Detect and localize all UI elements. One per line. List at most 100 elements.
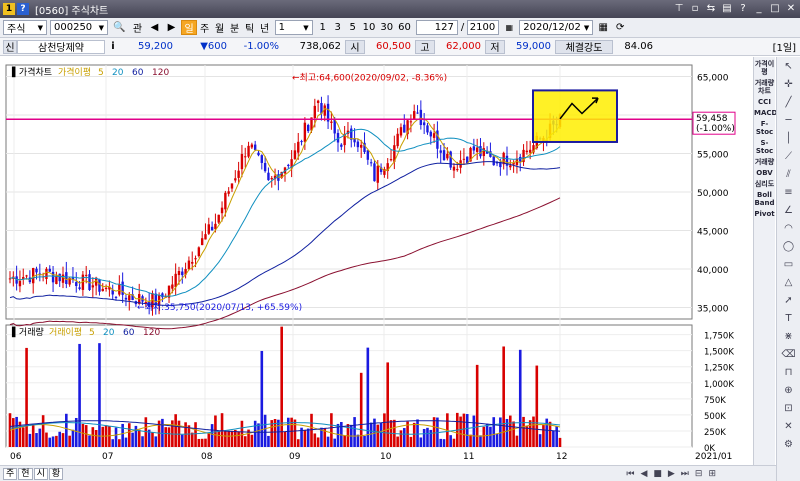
hline-icon[interactable]: ─ — [785, 115, 792, 126]
arc-icon[interactable]: ◠ — [784, 223, 793, 234]
indicator-8[interactable]: 심리도 — [754, 180, 775, 188]
fibonacci-icon[interactable]: ≡ — [784, 187, 793, 198]
period-button-4[interactable]: 틱 — [245, 24, 255, 35]
interval-select[interactable]: 1 ▼ — [274, 20, 313, 35]
crosshair-icon[interactable]: ✛ — [784, 79, 793, 90]
search-icon[interactable]: 🔍 — [113, 22, 126, 33]
interval-button-4[interactable]: 30 — [380, 22, 394, 33]
candle-body — [336, 132, 340, 143]
zoom-out-icon[interactable]: ⊟ — [694, 468, 703, 479]
indicator-2[interactable]: CCI — [758, 98, 771, 106]
period-button-1[interactable]: 주 — [200, 24, 210, 35]
period-button-0[interactable]: 일 — [181, 20, 197, 35]
trend-icon[interactable]: ⟋ — [785, 151, 792, 162]
candle-body — [466, 156, 469, 164]
calendar-icon[interactable]: ▦ — [598, 22, 608, 33]
close-icon[interactable]: ✕ — [786, 3, 796, 14]
volume-bar — [108, 426, 111, 447]
candle-body — [104, 287, 108, 290]
lock-icon[interactable]: ⊡ — [784, 403, 793, 414]
box-icon[interactable]: ▭ — [783, 259, 794, 270]
interval-button-5[interactable]: 60 — [398, 22, 411, 33]
magnet-icon[interactable]: ⊓ — [784, 367, 793, 378]
lookup-button[interactable]: ▦ — [505, 23, 514, 32]
x-tick: 08 — [201, 452, 213, 462]
zoom-icon[interactable]: ⊕ — [784, 385, 793, 396]
menu-icon[interactable]: ? — [740, 3, 746, 14]
erase-icon[interactable]: ⌫ — [781, 349, 796, 360]
indicator-7[interactable]: OBV — [756, 169, 773, 177]
scroll-first-icon[interactable]: ⏮ — [626, 468, 635, 479]
gann-icon[interactable]: ⋇ — [784, 331, 793, 342]
angle-icon[interactable]: ∠ — [784, 205, 793, 216]
settings-icon[interactable]: ⚙ — [784, 439, 793, 450]
interval-button-2[interactable]: 5 — [349, 22, 356, 33]
print-icon[interactable]: ▤ — [722, 3, 732, 14]
minimize-icon[interactable]: _ — [756, 3, 762, 14]
indicator-9[interactable]: Boll Band — [754, 191, 775, 207]
indicator-5[interactable]: S-Stoc — [755, 139, 774, 155]
indicator-3[interactable]: MACD — [754, 109, 778, 117]
cycle-icon[interactable]: ◯ — [782, 241, 795, 252]
refresh-icon[interactable]: ⟳ — [616, 22, 625, 33]
code-input[interactable]: 000250 ▼ — [50, 20, 108, 35]
candle-body — [131, 294, 134, 301]
maximize-icon[interactable]: □ — [770, 3, 780, 14]
candle-body — [416, 112, 419, 114]
date-input[interactable]: 2020/12/02 ▼ — [519, 20, 594, 35]
pin-icon[interactable]: ⊤ — [674, 3, 684, 14]
scroll-prev-icon[interactable]: ◀ — [640, 468, 648, 479]
indicator-0[interactable]: 가격이평 — [754, 60, 775, 76]
period-button-3[interactable]: 분 — [230, 24, 240, 35]
highlight-box[interactable] — [532, 89, 618, 143]
indicator-6[interactable]: 거래량 — [754, 158, 775, 166]
save-icon[interactable]: ▫ — [691, 3, 699, 14]
help-icon[interactable]: ? — [17, 3, 29, 15]
interval-button-1[interactable]: 3 — [334, 22, 341, 33]
interval-button-0[interactable]: 1 — [319, 22, 326, 33]
prev-icon[interactable]: ◀ — [150, 22, 159, 33]
delete-icon[interactable]: ✕ — [784, 421, 793, 432]
bottom-tab-3[interactable]: 황 — [48, 467, 64, 480]
link-icon[interactable]: ⇆ — [706, 3, 716, 14]
volume-ma-line — [9, 423, 561, 437]
interest-button[interactable]: 관 — [132, 24, 143, 35]
triangle-icon[interactable]: △ — [784, 277, 793, 288]
zoom-in-icon[interactable]: ⊞ — [708, 468, 716, 479]
bottom-tab-1[interactable]: 현 — [18, 467, 33, 480]
volume-bar — [74, 417, 78, 447]
indicator-1[interactable]: 거래량차트 — [754, 79, 775, 95]
volume-bar — [432, 417, 436, 447]
volume-bar — [55, 435, 58, 447]
interval-button-3[interactable]: 10 — [362, 22, 376, 33]
cursor-icon[interactable]: ↖ — [784, 61, 793, 72]
period-button-5[interactable]: 년 — [260, 24, 270, 35]
scroll-next-icon[interactable]: ▶ — [667, 468, 675, 479]
stock-chart[interactable]: 65,00060,00055,00050,00045,00040,00035,0… — [0, 57, 753, 465]
market-select[interactable]: 주식 ▼ — [3, 20, 47, 35]
scroll-last-icon[interactable]: ⏭ — [680, 468, 689, 479]
indicator-4[interactable]: F-Stoc — [755, 120, 774, 136]
period-button-2[interactable]: 월 — [215, 24, 225, 35]
volume-bar — [449, 435, 452, 447]
channel-icon[interactable]: ⫽ — [786, 169, 791, 180]
bottom-tab-2[interactable]: 시 — [33, 467, 48, 480]
stop-icon[interactable]: ■ — [653, 468, 662, 479]
chart-area[interactable]: 65,00060,00055,00050,00045,00040,00035,0… — [0, 57, 753, 465]
indicator-10[interactable]: Pivot — [754, 210, 775, 218]
volume-bar — [296, 439, 300, 447]
candle-body — [167, 285, 171, 298]
line-icon[interactable]: ╱ — [785, 97, 792, 108]
volume-bar — [71, 429, 75, 447]
arrow-icon[interactable]: ➚ — [784, 295, 793, 306]
window-title: [0560] 주식차트 — [35, 5, 109, 17]
candle-body — [94, 277, 98, 286]
info-icon[interactable]: i — [111, 41, 115, 52]
text-icon[interactable]: T — [785, 313, 792, 324]
bottom-tab-0[interactable]: 주 — [3, 467, 18, 480]
next-icon[interactable]: ▶ — [167, 22, 176, 33]
count-input[interactable]: 127 — [415, 20, 458, 35]
legend_volume-legend-ma-0: 5 — [89, 328, 95, 338]
vline-icon[interactable]: │ — [785, 133, 792, 144]
